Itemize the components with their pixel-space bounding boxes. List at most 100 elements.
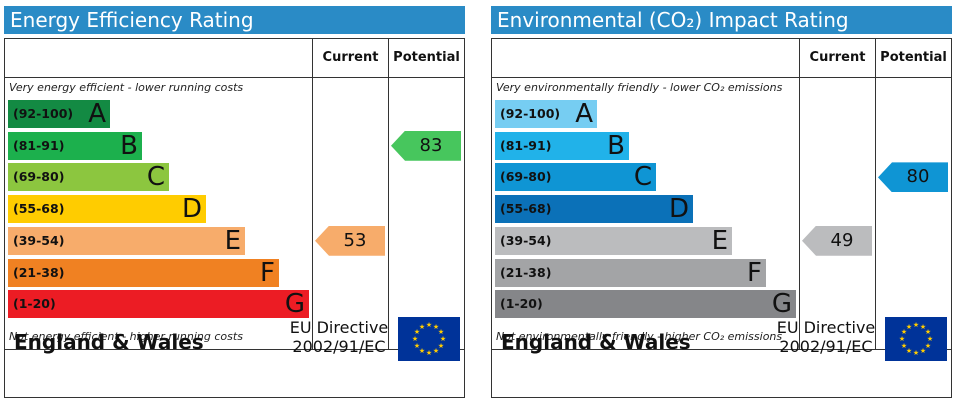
svg-text:★: ★ [433, 323, 439, 331]
bottom-note: Not energy efficient - higher running co… [9, 330, 243, 343]
potential-column-header: Potential [393, 50, 460, 65]
potential-rating-arrow-shape [878, 162, 948, 193]
band-letter-label: E [224, 225, 241, 256]
svg-text:★: ★ [913, 349, 919, 357]
eu-directive: EU Directive 2002/91/EC [771, 318, 881, 356]
svg-text:★: ★ [925, 328, 931, 336]
band-range-label: (69-80) [500, 169, 552, 185]
energy-efficiency-title: Energy Efficiency Rating [4, 6, 465, 34]
svg-text:★: ★ [433, 347, 439, 355]
svg-text:★: ★ [438, 342, 444, 350]
energy-efficiency-chart: Current Potential Very energy efficient … [4, 38, 465, 398]
rating-band-c: (69-80) C [8, 162, 169, 193]
rating-band-f: (21-38) F [495, 257, 766, 288]
rating-band-f: (21-38) F [8, 257, 279, 288]
svg-text:★: ★ [412, 335, 418, 343]
band-range-label: (1-20) [500, 296, 543, 312]
environmental-impact-panel: Environmental (CO₂) Impact Rating Curren… [491, 6, 952, 398]
svg-text:★: ★ [906, 323, 912, 331]
svg-text:★: ★ [920, 347, 926, 355]
svg-text:★: ★ [899, 335, 905, 343]
svg-text:★: ★ [925, 342, 931, 350]
bottom-note: Not environmentally friendly - higher CO… [496, 330, 783, 343]
energy-efficiency-panel: Energy Efficiency Rating Current Potenti… [4, 6, 465, 398]
band-range-label: (39-54) [13, 232, 65, 248]
potential-rating-value: 83 [419, 134, 443, 156]
band-letter-label: C [146, 162, 165, 193]
rating-band-g: (1-20) G [8, 289, 309, 320]
band-range-label: (92-100) [13, 106, 74, 121]
svg-text:★: ★ [913, 321, 919, 329]
current-rating-arrow-shape [802, 225, 872, 256]
region-label: England & Wales [14, 330, 204, 354]
band-range-label: (39-54) [500, 232, 552, 248]
svg-text:★: ★ [901, 328, 907, 336]
footer-divider [5, 349, 464, 350]
rating-band-g: (1-20) G [495, 289, 796, 320]
svg-text:★: ★ [901, 342, 907, 350]
band-letter-label: B [607, 130, 625, 161]
svg-text:★: ★ [414, 328, 420, 336]
current-column-header: Current [809, 50, 866, 65]
potential-rating-arrow-shape [391, 130, 461, 161]
svg-text:★: ★ [920, 323, 926, 331]
band-letter-label: B [120, 130, 138, 161]
directive-line1: EU Directive [289, 318, 389, 337]
current-rating-arrow-shape [315, 225, 385, 256]
rating-band-c: (69-80) C [495, 162, 656, 193]
rating-band-e: (39-54) E [495, 225, 732, 256]
band-range-label: (55-68) [500, 201, 552, 217]
environmental-impact-chart: Current Potential Very environmentally f… [491, 38, 952, 398]
band-letter-label: G [284, 289, 305, 320]
header-divider [492, 77, 951, 78]
eu-flag-icon: ★ ★ ★ ★ ★ ★ ★ ★ ★ ★ ★ ★ [398, 317, 460, 361]
band-letter-label: A [88, 99, 106, 129]
directive-line2: 2002/91/EC [292, 337, 386, 356]
rating-band-a: (92-100) A [8, 100, 110, 128]
band-range-label: (69-80) [13, 169, 65, 185]
rating-band-e: (39-54) E [8, 225, 245, 256]
band-range-label: (81-91) [13, 137, 65, 153]
band-letter-label: D [181, 194, 202, 225]
header-divider [5, 77, 464, 78]
rating-band-d: (55-68) D [8, 194, 206, 225]
band-letter-label: F [260, 257, 275, 288]
rating-band-a: (92-100) A [495, 100, 597, 128]
band-letter-label: C [633, 162, 652, 193]
eu-directive: EU Directive 2002/91/EC [284, 318, 394, 356]
band-range-label: (1-20) [13, 296, 56, 312]
current-rating-arrow: 53 [315, 225, 385, 256]
rating-band-d: (55-68) D [495, 195, 693, 224]
directive-line2: 2002/91/EC [779, 337, 873, 356]
svg-text:★: ★ [426, 321, 432, 329]
rating-band-b: (81-91) B [495, 130, 629, 161]
current-column-header: Current [322, 50, 379, 65]
column-divider [799, 39, 800, 349]
band-letter-label: G [771, 289, 792, 320]
eu-stars-icon: ★ ★★ ★★★ ★★★ ★★★ [412, 321, 446, 357]
band-letter-label: A [575, 99, 593, 129]
potential-column-header: Potential [880, 50, 947, 65]
region-label: England & Wales [501, 330, 691, 354]
current-rating-value: 49 [830, 229, 854, 251]
band-range-label: (21-38) [500, 264, 552, 280]
potential-rating-value: 80 [906, 166, 930, 188]
current-rating-arrow: 49 [802, 225, 872, 256]
column-divider [312, 39, 313, 349]
potential-rating-arrow: 83 [391, 130, 461, 161]
band-letter-label: E [711, 225, 728, 256]
svg-text:★: ★ [440, 335, 446, 343]
band-range-label: (81-91) [500, 137, 552, 153]
svg-text:★: ★ [927, 335, 933, 343]
footer-divider [492, 349, 951, 350]
svg-text:★: ★ [419, 347, 425, 355]
band-range-label: (21-38) [13, 264, 65, 280]
band-letter-label: F [747, 257, 762, 288]
potential-rating-arrow: 80 [878, 162, 948, 193]
top-note: Very energy efficient - lower running co… [9, 81, 244, 94]
svg-text:★: ★ [426, 349, 432, 357]
top-note: Very environmentally friendly - lower CO… [496, 81, 783, 94]
band-range-label: (92-100) [500, 106, 561, 121]
current-rating-value: 53 [343, 229, 367, 251]
eu-flag-icon: ★ ★ ★ ★ ★ ★ ★ ★ ★ ★ ★ ★ [885, 317, 947, 361]
